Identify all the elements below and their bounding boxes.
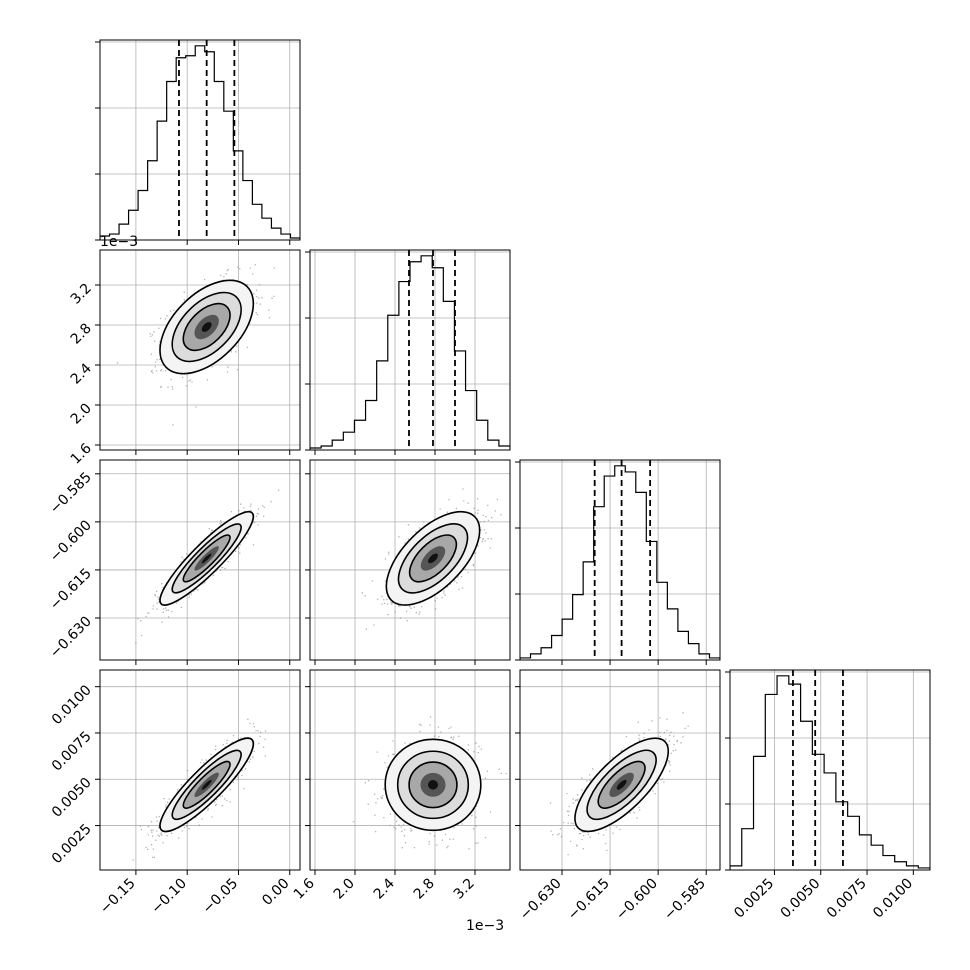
panel-bg [520, 460, 720, 660]
contour-line [574, 737, 670, 833]
contour-line [182, 760, 231, 809]
contour-line [182, 302, 231, 352]
tick-label-x: 2.4 [371, 875, 398, 902]
offset-label-y: 1e−3 [100, 234, 138, 250]
density-content [352, 716, 507, 850]
tick-label-x: 0.00 [259, 876, 292, 909]
tick-label-x: 1.6 [291, 875, 318, 902]
contour-line [385, 510, 481, 606]
hist-panel-2 [515, 459, 721, 665]
scatter-panel-1-0: 1.6 2.0 2.4 2.8 3.2 [68, 249, 301, 468]
contour-line [397, 523, 469, 594]
tick-label-y: 0.0050 [49, 775, 95, 821]
scatter-panel-2-1 [305, 459, 511, 665]
hist-panel-3: 0.0025 0.0050 0.0075 0.0100 [725, 669, 931, 922]
tick-label-x: 0.0075 [824, 876, 870, 922]
panel-frame [309, 459, 511, 661]
contour-line [408, 534, 458, 583]
histogram-steps [100, 45, 300, 240]
panel-bg [100, 40, 300, 240]
density-content [135, 489, 280, 644]
panel-frame [519, 459, 721, 661]
tick-label-y: 2.4 [68, 360, 95, 387]
contour-line [171, 523, 242, 594]
tick-label-y: −0.600 [47, 517, 95, 565]
tick-label-x: −0.615 [565, 876, 613, 924]
panel-frame [99, 459, 301, 661]
tick-label-y: 3.2 [68, 281, 95, 308]
histogram-steps [310, 255, 510, 450]
density-level-peak [201, 553, 212, 564]
tick-label-x: −0.585 [661, 876, 709, 924]
density-content [132, 718, 267, 861]
panel-frame [519, 669, 721, 871]
density-content [361, 488, 502, 630]
tick-label-y: 2.0 [68, 401, 95, 428]
panel-frame [309, 249, 511, 451]
contour-line [171, 749, 242, 821]
tick-label-x: −0.10 [148, 876, 190, 918]
hist-panel-0 [95, 39, 301, 245]
scatter-panel-3-0: −0.15 −0.10 −0.05 0.00 0.00250.00500.00750.0… [49, 669, 301, 918]
tick-label-x: −0.630 [517, 876, 565, 924]
tick-label-x: 2.8 [411, 876, 438, 903]
tick-label-y: −0.630 [47, 614, 95, 662]
tick-label-y: 1.6 [68, 440, 95, 467]
histogram-steps [520, 465, 720, 660]
contour-line [396, 750, 470, 820]
tick-label-y: 2.8 [68, 321, 95, 348]
contour-line [171, 291, 242, 363]
contour-line [159, 279, 255, 375]
tick-label-y: −0.585 [47, 469, 95, 517]
contour-line [586, 749, 657, 821]
density-level-peak [616, 779, 627, 790]
tick-label-y: −0.615 [47, 565, 95, 613]
density-content [549, 712, 689, 856]
tick-label-y: 0.0025 [49, 821, 95, 867]
hist-content [100, 40, 300, 240]
panel-frame [99, 249, 301, 451]
panel-frame [99, 669, 301, 871]
tick-label-y: 0.0075 [49, 728, 95, 774]
panel-frame [99, 39, 301, 241]
contour-line [182, 534, 231, 583]
tick-label-x: 0.0050 [778, 876, 824, 922]
scatter-panel-3-1: 1.6 2.0 2.4 2.8 3.2 [291, 669, 511, 903]
panel-frame [729, 669, 931, 871]
density-content [116, 264, 275, 426]
scatter-panel-3-2: −0.630 −0.615 −0.600 −0.585 [515, 669, 721, 924]
contour-line [597, 760, 646, 809]
panel-frame [309, 669, 511, 871]
offset-label-x: 1e−3 [466, 918, 504, 934]
tick-label-y: 0.0100 [49, 682, 95, 728]
contour-line [384, 738, 482, 832]
contour-line [159, 737, 255, 833]
density-level-peak [427, 780, 439, 790]
tick-label-x: 0.0025 [731, 876, 777, 922]
tick-label-x: −0.600 [613, 876, 661, 924]
hist-content [520, 460, 720, 660]
hist-content [730, 670, 930, 870]
tick-label-x: 0.0100 [870, 876, 916, 922]
density-level-peak [428, 553, 438, 564]
panel-bg [730, 670, 930, 870]
contour-line [159, 510, 255, 606]
hist-content [310, 250, 510, 450]
density-level-peak [201, 779, 212, 790]
contour-line [408, 761, 458, 809]
tick-label-x: −0.15 [97, 876, 139, 918]
tick-label-x: 3.2 [451, 876, 478, 903]
hist-panel-1 [305, 249, 511, 455]
scatter-panel-2-0: −0.630−0.615−0.600−0.585 [47, 459, 301, 665]
histogram-steps [730, 675, 930, 870]
tick-label-x: −0.05 [200, 876, 242, 918]
tick-label-x: 2.0 [331, 876, 358, 903]
